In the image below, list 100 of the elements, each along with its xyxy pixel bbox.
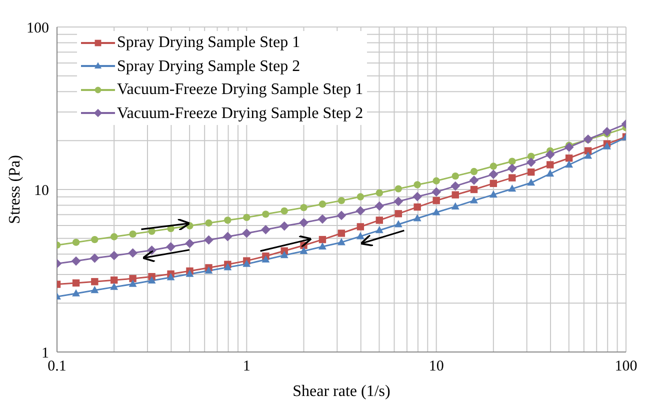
point	[470, 186, 478, 194]
point	[72, 279, 80, 287]
point	[565, 160, 574, 168]
point	[469, 176, 479, 185]
point	[489, 190, 498, 198]
point	[71, 256, 81, 266]
point	[356, 193, 364, 200]
point	[584, 147, 592, 154]
point	[242, 228, 252, 238]
point	[602, 126, 612, 136]
point	[376, 216, 384, 224]
point	[261, 224, 270, 234]
point	[470, 196, 478, 204]
point	[356, 232, 364, 240]
point	[336, 210, 346, 220]
point	[166, 242, 176, 252]
point	[450, 181, 460, 191]
point	[527, 178, 536, 186]
point	[356, 223, 364, 230]
point	[452, 191, 459, 198]
point	[222, 232, 232, 242]
legend-label: Spray Drying Sample Step 2	[117, 56, 300, 76]
point	[262, 255, 270, 263]
legend-label: Vacuum-Freeze Drying Sample Step 2	[117, 104, 364, 124]
point	[374, 201, 384, 211]
point	[72, 289, 80, 296]
point	[490, 162, 498, 170]
point	[490, 180, 498, 188]
x-axis-title: Shear rate (1/s)	[292, 383, 390, 400]
x-tick-label: 1	[242, 358, 250, 375]
point	[528, 168, 535, 176]
legend-label: Vacuum-Freeze Drying Sample Step 1	[117, 80, 364, 100]
point	[508, 184, 516, 192]
point	[394, 220, 402, 228]
point	[110, 233, 118, 240]
legend-label: Spray Drying Sample Step 1	[117, 33, 300, 53]
point	[91, 278, 98, 286]
point	[564, 142, 574, 152]
point	[546, 169, 554, 177]
point	[507, 164, 517, 173]
point	[451, 202, 460, 210]
point	[452, 172, 459, 180]
point	[394, 196, 404, 206]
point	[129, 230, 136, 238]
point	[394, 185, 402, 192]
point	[413, 214, 422, 222]
point	[109, 250, 119, 260]
point	[432, 177, 440, 184]
point	[376, 189, 384, 196]
point	[280, 250, 288, 258]
point	[584, 152, 592, 159]
point	[186, 270, 194, 277]
point	[318, 200, 326, 208]
point	[204, 235, 214, 245]
point	[432, 187, 442, 197]
point	[300, 246, 308, 254]
point	[432, 196, 440, 204]
point	[546, 161, 554, 168]
point	[394, 210, 402, 218]
point	[110, 282, 118, 290]
point	[262, 210, 270, 218]
y-tick-label: 1	[42, 345, 49, 362]
point	[224, 216, 232, 224]
point	[204, 266, 213, 274]
point	[280, 207, 288, 215]
x-tick-label: 10	[428, 358, 444, 375]
point	[412, 192, 422, 202]
x-tick-label: 0.1	[48, 358, 66, 375]
point	[91, 236, 98, 244]
point	[90, 253, 100, 263]
point	[72, 238, 80, 246]
point	[299, 218, 308, 228]
x-tick-label: 100	[614, 358, 638, 375]
point	[545, 150, 555, 160]
point	[224, 262, 232, 270]
point	[166, 273, 175, 280]
point	[280, 221, 290, 231]
point	[128, 248, 138, 258]
point	[128, 280, 137, 287]
point	[338, 230, 346, 237]
point	[414, 181, 421, 188]
y-tick-label: 100	[26, 20, 49, 36]
y-tick-label: 10	[34, 182, 49, 199]
point	[508, 174, 516, 182]
point	[526, 158, 536, 167]
point	[375, 226, 384, 234]
point	[90, 286, 99, 294]
point	[488, 170, 498, 179]
point	[508, 158, 516, 165]
point	[318, 242, 326, 250]
y-axis-title: Stress (Pa)	[6, 155, 24, 224]
point	[185, 238, 194, 248]
point	[356, 206, 366, 216]
point	[432, 208, 440, 216]
point	[205, 219, 212, 227]
point	[318, 236, 326, 244]
point	[242, 260, 251, 267]
point	[148, 276, 156, 284]
point	[129, 274, 136, 282]
point	[243, 214, 250, 222]
